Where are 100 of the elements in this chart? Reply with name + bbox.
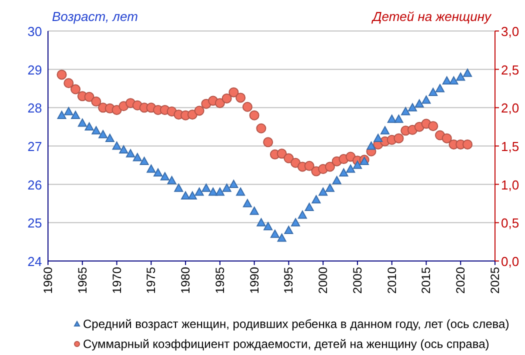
point bbox=[229, 180, 238, 188]
point bbox=[414, 99, 424, 108]
point bbox=[202, 184, 211, 192]
point bbox=[84, 122, 94, 131]
point bbox=[264, 222, 273, 230]
x-tick-label: 1985 bbox=[212, 266, 227, 294]
point bbox=[64, 78, 74, 88]
x-tick-label: 1980 bbox=[178, 266, 193, 294]
y2-tick-label: 3,0 bbox=[501, 24, 520, 39]
y2-tick-label: 1,0 bbox=[501, 177, 520, 192]
point bbox=[325, 184, 334, 192]
legend-label: Суммарный коэффициент рождаемости, детей на женщину (ось справа) bbox=[83, 337, 490, 351]
y2-tick-label: 0,0 bbox=[501, 254, 520, 269]
point bbox=[263, 137, 274, 148]
point bbox=[428, 88, 438, 96]
point bbox=[462, 139, 472, 150]
point bbox=[160, 172, 170, 180]
point bbox=[105, 134, 114, 142]
point bbox=[312, 195, 321, 204]
y-tick-label: 28 bbox=[28, 100, 42, 116]
point bbox=[387, 114, 396, 123]
point bbox=[401, 107, 410, 116]
point bbox=[256, 123, 266, 134]
point bbox=[304, 160, 314, 171]
point bbox=[91, 96, 102, 107]
point bbox=[276, 148, 287, 159]
point bbox=[140, 156, 149, 166]
y-tick-label: 24 bbox=[28, 254, 42, 269]
point bbox=[374, 134, 383, 142]
point bbox=[346, 164, 356, 173]
point bbox=[428, 121, 438, 132]
point bbox=[228, 87, 239, 98]
point bbox=[394, 114, 404, 123]
y2-tick-label: 2,0 bbox=[501, 100, 520, 116]
point bbox=[435, 84, 444, 92]
point bbox=[236, 188, 246, 196]
y2-tick-label: 1,5 bbox=[501, 139, 520, 154]
point bbox=[57, 110, 66, 120]
point bbox=[352, 160, 362, 169]
point bbox=[78, 118, 87, 127]
point bbox=[442, 133, 452, 144]
y-tick-label: 25 bbox=[28, 216, 42, 231]
point bbox=[92, 126, 101, 134]
point bbox=[222, 184, 232, 192]
point bbox=[456, 72, 466, 81]
point bbox=[126, 149, 136, 158]
point bbox=[249, 110, 260, 120]
point bbox=[242, 199, 252, 208]
point bbox=[449, 76, 458, 85]
point bbox=[442, 76, 452, 85]
point bbox=[154, 168, 163, 177]
x-tick-label: 1965 bbox=[75, 266, 90, 294]
y-tick-label: 27 bbox=[28, 139, 42, 154]
point bbox=[304, 202, 314, 212]
point bbox=[208, 188, 218, 196]
point bbox=[318, 188, 328, 196]
y2-tick-label: 0,5 bbox=[501, 216, 520, 231]
point bbox=[277, 234, 286, 242]
point bbox=[270, 230, 280, 238]
y-axis-title: Возраст, лет bbox=[52, 9, 138, 24]
y-tick-label: 26 bbox=[28, 177, 42, 192]
point bbox=[174, 184, 184, 192]
x-tick-label: 2015 bbox=[419, 266, 434, 294]
point bbox=[98, 130, 108, 138]
x-tick-label: 2005 bbox=[350, 266, 364, 294]
point bbox=[339, 168, 348, 177]
point bbox=[332, 176, 342, 184]
point bbox=[408, 103, 417, 112]
x-tick-label: 2010 bbox=[384, 266, 399, 294]
legend-label: Средний возраст женщин, родивших ребенка в данном году, лет (ось слева) bbox=[83, 317, 510, 331]
y-tick-label: 30 bbox=[28, 24, 42, 39]
point bbox=[112, 142, 122, 150]
point bbox=[84, 92, 94, 102]
point bbox=[422, 96, 431, 104]
point bbox=[222, 93, 232, 104]
x-tick-label: 2020 bbox=[454, 266, 468, 294]
point bbox=[298, 210, 307, 219]
point bbox=[70, 84, 81, 94]
point bbox=[194, 188, 204, 196]
point bbox=[366, 142, 376, 150]
point bbox=[132, 153, 142, 162]
point bbox=[291, 218, 300, 226]
point bbox=[236, 92, 246, 103]
point bbox=[250, 206, 259, 215]
point bbox=[284, 226, 294, 234]
point bbox=[188, 191, 197, 200]
x-tick-label: 1970 bbox=[110, 266, 124, 294]
point bbox=[167, 176, 176, 184]
point bbox=[56, 70, 67, 80]
x-tick-label: 2000 bbox=[316, 266, 330, 294]
point bbox=[146, 164, 156, 173]
y2-tick-label: 2,5 bbox=[501, 62, 520, 78]
x-tick-label: 1995 bbox=[282, 266, 296, 294]
point bbox=[242, 102, 252, 112]
x-tick-label: 1975 bbox=[144, 266, 158, 294]
x-tick-label: 1960 bbox=[41, 266, 55, 294]
point bbox=[462, 68, 472, 77]
x-tick-label: 1990 bbox=[247, 266, 262, 294]
point bbox=[71, 110, 80, 120]
point bbox=[119, 145, 128, 154]
